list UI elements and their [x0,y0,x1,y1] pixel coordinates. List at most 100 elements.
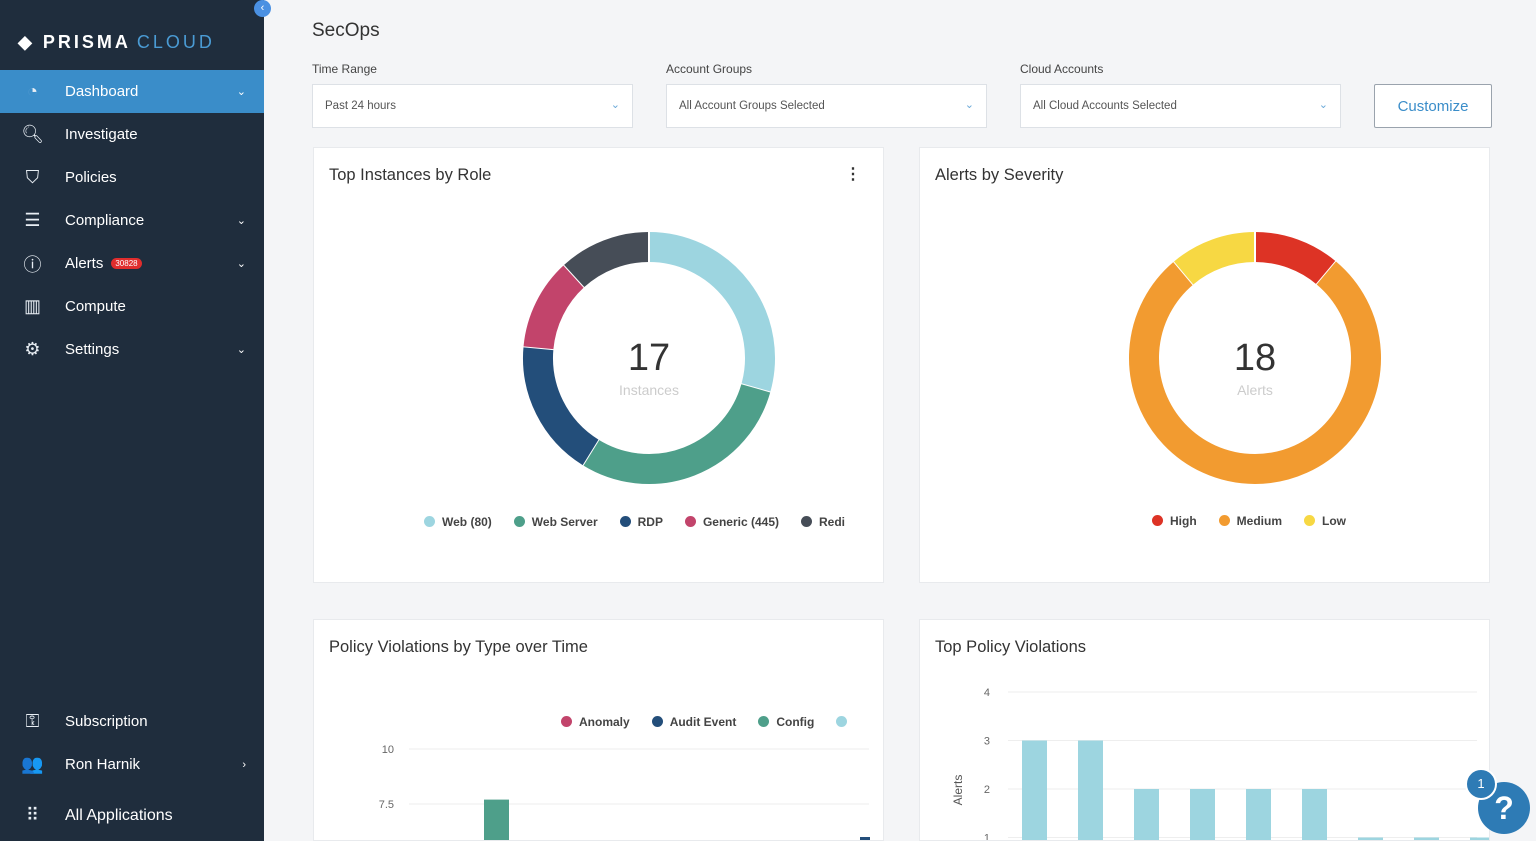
legend-dot [1152,515,1163,526]
legend-item[interactable]: High [1152,514,1197,528]
chevron-down-icon: ⌄ [1318,99,1328,111]
top-policy-violations-card: Top Policy Violations 4 3 2 1 Alerts [919,619,1490,841]
donut-segment[interactable] [523,346,599,466]
subscription-label: Subscription [65,713,148,730]
legend-item[interactable]: Medium [1218,514,1282,528]
sidebar-item-label: Compliance [65,212,145,229]
donut-segment[interactable] [564,232,650,288]
legend-label: Audit Event [669,715,737,729]
card-title: Top Instances by Role [329,166,492,184]
legend-dot [1304,515,1316,526]
customize-button[interactable]: Customize [1374,84,1492,128]
instances-donut: 17 Instances [522,231,775,484]
sidebar-item-label: Alerts [65,255,104,272]
legend-label: Anomaly [579,715,630,729]
legend-dot [424,516,435,527]
sidebar-item-investigate[interactable]: 🔍︎ Investigate [0,113,264,156]
sidebar-nav: ◔ Dashboard ⌄ 🔍︎ Investigate ⛉ Policies ☰ Compli… [0,70,264,371]
legend-dot [1218,515,1230,526]
legend-item[interactable]: Anomaly [561,715,630,729]
bar [1414,837,1439,840]
sidebar-item-policies[interactable]: ⛉ Policies [0,156,264,199]
legend-item[interactable]: Redi [801,515,845,529]
cloud-accounts-label: Cloud Accounts [1020,62,1104,76]
bar [1302,789,1327,840]
sidebar-item-label: Compute [65,298,126,315]
sidebar-item-all-applications[interactable]: ⠿ All Applications [0,794,264,837]
donut-label: Alerts [1237,382,1273,398]
donut-segment[interactable] [1174,232,1256,285]
y-tick-label: 1 [984,833,990,841]
checklist-icon: ☰ [24,210,41,230]
legend-label: Generic (445) [702,515,779,529]
card-title: Alerts by Severity [935,166,1064,184]
help-button[interactable]: ? [1478,782,1530,834]
donut-segment[interactable] [648,232,775,393]
card-title: Top Policy Violations [935,638,1087,656]
top-instances-card: Top Instances by Role ⋮ 17 Instances Web … [313,147,884,583]
time-range-select[interactable]: Past 24 hours ⌄ [312,84,633,128]
account-groups-select[interactable]: All Account Groups Selected ⌄ [666,84,987,128]
legend-label: Web (80) [442,515,492,529]
help-notification-badge: 1 [1465,768,1497,800]
bar [1358,837,1383,840]
legend-item[interactable]: Low [1304,514,1346,528]
time-range-label: Time Range [312,62,377,76]
sidebar-item-settings[interactable]: ⚙ Settings ⌄ [0,328,264,371]
y-tick-label: 2 [984,784,990,796]
collapse-sidebar-button[interactable]: ‹ [254,0,271,17]
sidebar-item-dashboard[interactable]: ◔ Dashboard ⌄ [0,70,264,113]
sidebar-item-subscription[interactable]: ⚿ Subscription [0,700,264,743]
legend-item[interactable]: Audit Event [651,715,737,729]
chevron-right-icon: › [242,758,246,771]
legend-dot [651,716,663,727]
donut-segment[interactable] [1129,261,1381,484]
donut-segment[interactable] [523,264,585,350]
alerts-severity-card: Alerts by Severity 18 Alerts High Medium Lo… [919,147,1490,583]
legend-dot [836,716,848,727]
more-options-icon[interactable]: ⋮ [845,166,861,183]
legend-item[interactable]: Web (80) [424,515,492,529]
sidebar-item-alerts[interactable]: ⓘ Alerts 30828 ⌄ [0,242,264,285]
gear-icon: ⚙ [24,339,41,359]
brand-name: PRISMA [42,32,131,52]
bar [1134,789,1159,840]
bar [1470,837,1489,840]
brand-suffix: CLOUD [136,32,215,52]
legend-item[interactable]: RDP [619,515,663,529]
legend-item[interactable]: Web Server [513,515,598,529]
chevron-down-icon: ⌄ [964,99,974,111]
grid-icon: ⠿ [25,805,40,825]
y-tick-label: 4 [984,687,990,699]
donut-segment[interactable] [1254,232,1336,285]
legend-label: Config [776,715,815,729]
sidebar-item-compliance[interactable]: ☰ Compliance ⌄ [0,199,264,242]
page-title: SecOps [312,20,380,41]
all-applications-label: All Applications [65,806,173,824]
chevron-down-icon: ⌄ [236,86,246,98]
violations-time-chart: 107.5 [379,744,870,840]
legend-dot [758,716,770,727]
sidebar-item-label: Investigate [65,126,138,143]
legend-dot [801,516,812,527]
chevron-down-icon: ⌄ [610,99,620,111]
legend-item[interactable]: Generic (445) [684,515,779,529]
y-tick-label: 7.5 [379,799,394,811]
legend-dot [513,516,525,527]
legend-label: RDP [637,515,663,529]
legend-item[interactable] [836,715,854,729]
legend-label: Redi [819,515,846,529]
shield-check-icon: ⛉ [25,167,40,187]
bar [1078,740,1103,840]
donut-segment[interactable] [582,383,771,484]
sidebar-item-label: Dashboard [65,83,139,100]
bar [860,837,870,840]
cloud-accounts-select[interactable]: All Cloud Accounts Selected ⌄ [1020,84,1341,128]
search-icon: 🔍︎ [21,124,44,144]
gauge-icon: ◔ [27,81,38,101]
alerts-count-badge: 30828 [111,258,142,269]
sidebar-item-user[interactable]: 👥 Ron Harnik › [0,743,264,786]
legend-dot [684,516,696,527]
legend-item[interactable]: Config [758,715,814,729]
sidebar-item-compute[interactable]: ▥ Compute [0,285,264,328]
